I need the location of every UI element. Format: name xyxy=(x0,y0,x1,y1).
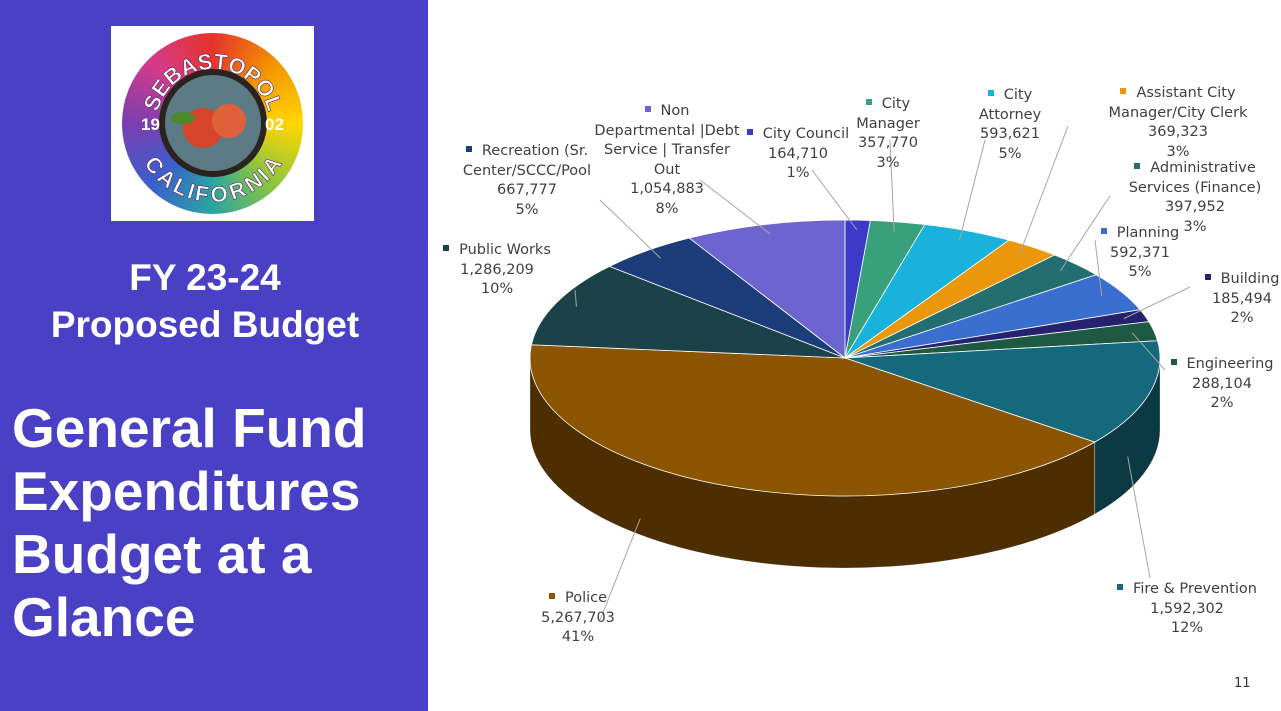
logo-right-text: 02 xyxy=(265,115,284,134)
leader-line xyxy=(1094,239,1103,297)
legend-marker xyxy=(465,146,472,152)
leaf xyxy=(171,112,195,124)
legend-marker xyxy=(548,593,555,599)
category-label: Assistant City Manager/City Clerk xyxy=(1108,85,1248,121)
subtitle-line: Proposed Budget xyxy=(50,304,360,345)
legend-marker xyxy=(644,106,651,112)
leader-line xyxy=(1018,125,1069,256)
logo: SEBASTOPOL CALIFORNIA 19 02 xyxy=(111,26,314,221)
data-label: City Council 164,710 1% xyxy=(738,125,858,184)
value-label: 1,286,209 xyxy=(460,261,534,278)
logo-left-text: 19 xyxy=(141,115,160,134)
legend-marker xyxy=(746,129,753,135)
data-label: City Attorney 593,621 5% xyxy=(955,86,1065,164)
legend-marker xyxy=(1170,359,1177,365)
legend-marker xyxy=(1120,88,1127,94)
category-label: Engineering xyxy=(1186,356,1274,372)
percent-label: 2% xyxy=(1230,310,1254,326)
title-line: Expenditures xyxy=(12,460,361,522)
data-label: Planning 592,371 5% xyxy=(1095,224,1185,283)
percent-label: 1% xyxy=(786,165,810,181)
data-label: Administrative Services (Finance) 397,952… xyxy=(1123,159,1268,237)
percent-label: 8% xyxy=(655,200,679,217)
value-label: 369,323 xyxy=(1148,124,1208,140)
logo-art: SEBASTOPOL CALIFORNIA 19 02 xyxy=(138,48,287,207)
legend-marker xyxy=(443,245,450,251)
slice xyxy=(529,344,1096,497)
title-line: General Fund xyxy=(12,397,367,459)
percent-label: 10% xyxy=(480,281,514,297)
percent-label: 41% xyxy=(561,629,595,645)
percent-label: 5% xyxy=(515,201,539,218)
leader-line xyxy=(699,179,771,235)
data-label: Police 5,267,703 41% xyxy=(528,589,628,648)
slice xyxy=(844,340,1161,443)
category-label: Recreation (Sr. Center/SCCC/Pool xyxy=(462,143,592,179)
category-label: Public Works xyxy=(459,242,551,258)
category-label: Non Departmental |Debt Service | Transfe… xyxy=(594,103,740,178)
leader-line xyxy=(1131,332,1166,371)
legend-marker xyxy=(987,90,994,96)
category-label: Fire & Prevention xyxy=(1133,581,1257,597)
leader-line xyxy=(1123,286,1191,320)
leader-line xyxy=(1059,195,1111,272)
percent-label: 3% xyxy=(1183,218,1207,235)
data-label: Recreation (Sr. Center/SCCC/Pool 667,777 5… xyxy=(452,142,602,220)
legend-marker xyxy=(1134,163,1141,169)
leader-line xyxy=(889,139,895,232)
percent-label: 5% xyxy=(998,145,1022,162)
category-label: City Manager xyxy=(856,96,920,132)
data-label: Assistant City Manager/City Clerk 369,323… xyxy=(1103,84,1253,162)
value-label: 397,952 xyxy=(1165,199,1225,215)
apple xyxy=(212,104,246,138)
value-label: 185,494 xyxy=(1212,290,1272,307)
category-label: Administrative Services (Finance) xyxy=(1128,160,1262,196)
value-label: 1,592,302 xyxy=(1150,600,1224,617)
value-label: 357,770 xyxy=(858,135,918,151)
category-label: Police xyxy=(564,590,608,606)
percent-label: 5% xyxy=(1128,264,1152,280)
value-label: 164,710 xyxy=(768,145,828,162)
left-panel: SEBASTOPOL CALIFORNIA 19 02 FY 23-24 Pro… xyxy=(0,0,428,711)
category-label: City Council xyxy=(762,126,850,142)
percent-label: 2% xyxy=(1210,395,1234,411)
category-label: Planning xyxy=(1116,225,1180,241)
leader-line xyxy=(574,289,577,307)
slice xyxy=(530,265,846,359)
value-label: 592,371 xyxy=(1110,244,1170,261)
data-label: Fire & Prevention 1,592,302 12% xyxy=(1112,580,1262,639)
data-label: Building 185,494 2% xyxy=(1204,270,1280,329)
data-label: City Manager 357,770 3% xyxy=(833,95,943,173)
data-label: Engineering 288,104 2% xyxy=(1167,355,1277,414)
leader-line xyxy=(599,199,661,259)
legend-marker xyxy=(1117,584,1124,590)
title-line: Glance xyxy=(12,586,196,648)
value-label: 5,267,703 xyxy=(541,609,615,626)
category-label: City Attorney xyxy=(978,87,1042,123)
legend-marker xyxy=(865,99,872,105)
data-label: Public Works 1,286,209 10% xyxy=(437,241,557,300)
percent-label: 12% xyxy=(1170,620,1204,636)
title-line: Budget at a xyxy=(12,523,312,585)
leader-line xyxy=(811,169,858,231)
leader-line xyxy=(1127,456,1151,579)
data-label: Non Departmental |Debt Service | Transfe… xyxy=(592,102,742,219)
percent-label: 3% xyxy=(876,154,900,171)
subtitle-line: FY 23-24 xyxy=(129,257,281,298)
leader-line xyxy=(599,518,641,621)
value-label: 288,104 xyxy=(1192,375,1252,392)
value-label: 667,777 xyxy=(497,182,557,198)
category-label: Building xyxy=(1220,271,1280,287)
legend-marker xyxy=(1100,228,1107,234)
value-label: 1,054,883 xyxy=(630,181,704,197)
percent-label: 3% xyxy=(1166,143,1190,160)
slice xyxy=(688,219,846,359)
page-number: 11 xyxy=(1234,676,1251,691)
value-label: 593,621 xyxy=(980,126,1040,142)
legend-marker xyxy=(1204,274,1211,280)
leader-line xyxy=(959,139,986,240)
